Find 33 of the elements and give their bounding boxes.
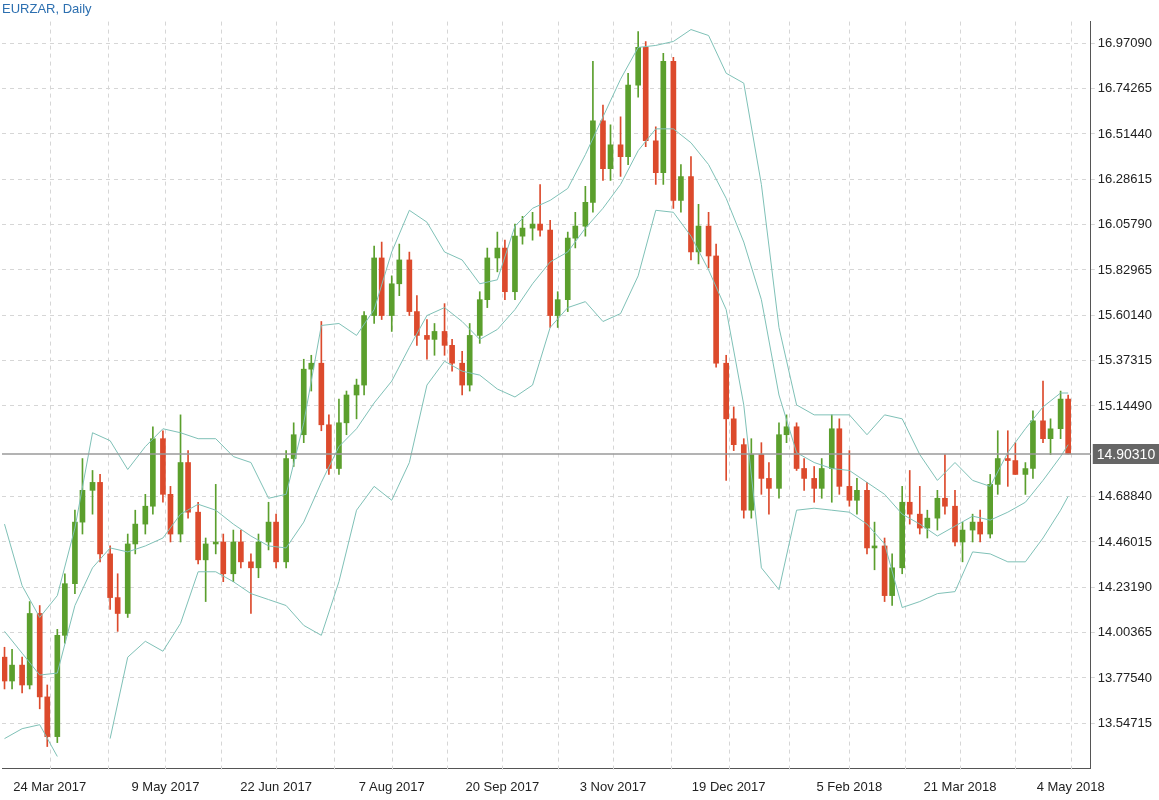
y-tick-label: 16.51440 — [1097, 125, 1153, 141]
y-tick-label: 15.37315 — [1097, 352, 1153, 368]
candlestick — [766, 462, 772, 515]
x-tick-label: 19 Dec 2017 — [691, 778, 766, 794]
x-tick-label: 7 Aug 2017 — [358, 778, 425, 794]
x-tick-label: 4 May 2018 — [1036, 778, 1105, 794]
candlestick — [248, 553, 254, 614]
y-tick-label: 16.97090 — [1097, 34, 1153, 50]
y-tick-label: 16.05790 — [1097, 216, 1153, 232]
x-tick-label: 20 Sep 2017 — [465, 778, 540, 794]
y-tick-label: 14.46015 — [1097, 533, 1153, 549]
ref-line-label: 14.90310 — [1096, 445, 1156, 462]
candlestick — [942, 454, 948, 515]
chart-title: EURZAR, Daily — [2, 1, 93, 17]
y-tick-label: 16.28615 — [1097, 170, 1153, 186]
y-tick-label: 13.77540 — [1097, 669, 1153, 685]
y-tick-label: 15.82965 — [1097, 261, 1153, 277]
x-tick-label: 9 May 2017 — [131, 778, 200, 794]
x-tick-label: 21 Mar 2018 — [923, 778, 997, 794]
x-tick-label: 3 Nov 2017 — [579, 778, 647, 794]
y-tick-label: 16.74265 — [1097, 80, 1153, 96]
x-tick-label: 24 Mar 2017 — [13, 778, 87, 794]
x-tick-label: 5 Feb 2018 — [816, 778, 883, 794]
y-tick-label: 13.54715 — [1097, 714, 1153, 730]
candlestick — [537, 184, 543, 237]
y-tick-label: 15.60140 — [1097, 306, 1153, 322]
x-tick-label: 22 Jun 2017 — [240, 778, 312, 794]
y-tick-label: 15.14490 — [1097, 397, 1153, 413]
candlestick — [1004, 430, 1011, 487]
candlestick — [424, 319, 430, 360]
y-tick-label: 14.68840 — [1097, 488, 1153, 504]
y-tick-label: 14.23190 — [1097, 578, 1153, 594]
y-tick-label: 14.00365 — [1097, 624, 1153, 640]
